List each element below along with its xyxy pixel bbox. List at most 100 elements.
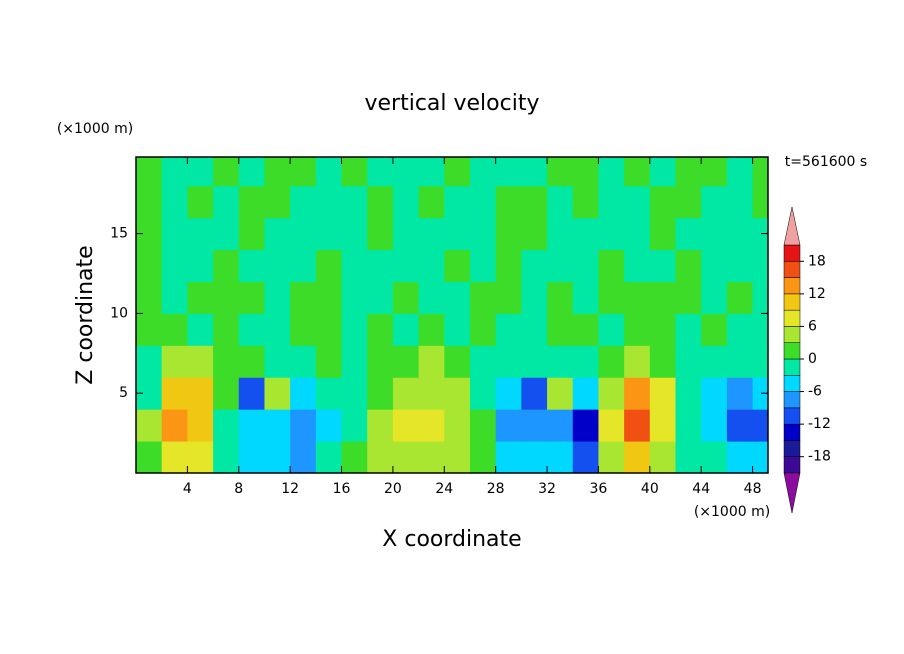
- colorbar-tick-label: -6: [808, 384, 822, 400]
- contour-cell: [290, 441, 317, 473]
- contour-cell: [495, 441, 522, 473]
- contour-cell: [418, 281, 445, 314]
- contour-cell: [264, 157, 291, 187]
- contour-cell: [521, 345, 548, 378]
- contour-cell: [238, 409, 265, 442]
- contour-cell: [341, 217, 368, 251]
- contour-cell: [161, 217, 188, 251]
- contour-cell: [726, 409, 754, 442]
- contour-cell: [290, 377, 317, 410]
- x-tick-label: 20: [384, 481, 402, 497]
- contour-cell: [341, 185, 368, 219]
- contour-cell: [726, 281, 754, 314]
- colorbar-tick-label: 0: [808, 351, 817, 367]
- contour-cell: [136, 157, 163, 187]
- contour-cell: [572, 157, 599, 187]
- contour-cell: [392, 281, 420, 314]
- contour-cell: [726, 217, 754, 251]
- contour-cell: [572, 409, 599, 442]
- colorbar-tick-label: -12: [808, 416, 831, 432]
- contour-cell: [418, 377, 445, 410]
- contour-cell: [187, 313, 214, 346]
- contour-cell: [598, 249, 625, 282]
- contour-cell: [367, 157, 394, 187]
- contour-cell: [367, 281, 394, 314]
- contour-cell: [469, 313, 497, 346]
- contour-cell: [495, 377, 522, 410]
- contour-cell: [444, 313, 471, 346]
- contour-cell: [675, 313, 702, 346]
- colorbar-tick-label: 12: [808, 286, 826, 302]
- contour-cell: [136, 345, 163, 378]
- contour-cell: [649, 313, 677, 346]
- contour-cell: [136, 441, 163, 473]
- contour-cell: [444, 345, 471, 378]
- contour-cell: [752, 217, 768, 251]
- contour-cell: [136, 249, 163, 282]
- contour-cell: [624, 185, 651, 219]
- contour-cell: [367, 313, 394, 346]
- contour-cell: [444, 185, 471, 219]
- contour-cell: [392, 217, 420, 251]
- x-tick-label: 36: [590, 481, 608, 497]
- x-axis-label: X coordinate: [382, 527, 521, 552]
- contour-cell: [264, 249, 291, 282]
- contour-cell: [572, 185, 599, 219]
- contour-cell: [547, 377, 574, 410]
- contour-cell: [444, 281, 471, 314]
- colorbar-segment: [783, 326, 801, 343]
- colorbar-segment: [783, 244, 801, 262]
- contour-cell: [213, 377, 240, 410]
- contour-cell: [213, 281, 240, 314]
- contour-cell: [264, 441, 291, 473]
- colorbar-segment: [783, 407, 801, 425]
- contour-cell: [701, 441, 728, 473]
- contour-cell: [598, 409, 625, 442]
- x-tick-label: 44: [692, 481, 710, 497]
- contour-cell: [547, 313, 574, 346]
- contour-cell: [418, 185, 445, 219]
- contour-cell: [161, 441, 188, 473]
- contour-cell: [521, 185, 548, 219]
- contour-cell: [469, 217, 497, 251]
- contour-cell: [392, 249, 420, 282]
- contour-cell: [187, 249, 214, 282]
- contour-cell: [624, 157, 651, 187]
- contour-cell: [598, 441, 625, 473]
- contour-cell: [572, 345, 599, 378]
- contour-cell: [675, 345, 702, 378]
- contour-cell: [161, 185, 188, 219]
- contour-cell: [444, 249, 471, 282]
- contour-cell: [161, 157, 188, 187]
- contour-cell: [213, 249, 240, 282]
- contour-cell: [701, 249, 728, 282]
- contour-cell: [624, 281, 651, 314]
- contour-cell: [238, 313, 265, 346]
- contour-cell: [341, 377, 368, 410]
- contour-cell: [264, 409, 291, 442]
- contour-cell: [187, 345, 214, 378]
- contour-cell: [649, 185, 677, 219]
- contour-cell: [444, 217, 471, 251]
- x-tick-label: 12: [281, 481, 299, 497]
- contour-cell: [701, 281, 728, 314]
- contour-cell: [238, 345, 265, 378]
- contour-cell: [624, 217, 651, 251]
- contour-cell: [238, 281, 265, 314]
- contour-cell: [264, 281, 291, 314]
- contour-cell: [469, 281, 497, 314]
- contour-cell: [213, 157, 240, 187]
- contour-cell: [264, 377, 291, 410]
- contour-cell: [213, 441, 240, 473]
- x-tick-label: 32: [538, 481, 556, 497]
- contour-cell: [726, 313, 754, 346]
- contour-cell: [290, 185, 317, 219]
- contour-cell: [752, 409, 768, 442]
- contour-cell: [547, 249, 574, 282]
- contour-cell: [392, 409, 420, 442]
- contour-cell: [444, 377, 471, 410]
- annotation: t=561600 s: [785, 154, 867, 170]
- contour-cell: [367, 345, 394, 378]
- contour-cell: [495, 185, 522, 219]
- plot-frame: [135, 156, 769, 474]
